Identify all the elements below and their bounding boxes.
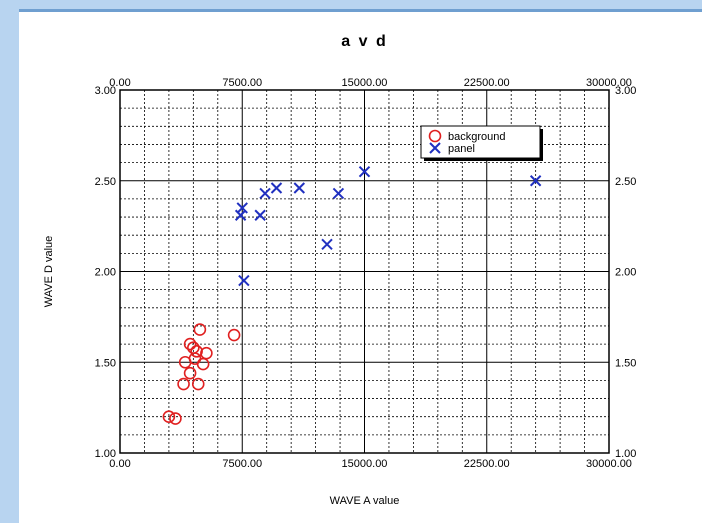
y-tick-label-right: 1.50 <box>615 357 636 369</box>
legend-box <box>420 125 541 159</box>
x-tick-label-bottom: 22500.00 <box>464 458 510 470</box>
y-tick-label-right: 3.00 <box>615 85 636 97</box>
y-tick-label-left: 3.00 <box>95 85 116 97</box>
window-frame-top <box>0 0 702 9</box>
y-tick-label-left: 2.50 <box>95 176 116 188</box>
tick-labels: 0.00 0.00 7500.00 7500.00 15000.00 15000.00 22… <box>95 77 637 470</box>
y-tick-label-left: 1.50 <box>95 357 116 369</box>
x-tick-label-bottom: 7500.00 <box>222 458 262 470</box>
panel-point <box>529 175 542 187</box>
x-tick-label-top: 0.00 <box>109 77 130 89</box>
background-point <box>162 410 176 424</box>
chart-title: a v d <box>341 33 387 50</box>
y-tick-label-right: 1.00 <box>615 448 636 460</box>
background-point <box>183 337 197 351</box>
background-point <box>177 377 190 391</box>
legend-label-panel: panel <box>448 143 475 155</box>
data-points <box>162 165 542 425</box>
x-tick-label-bottom: 15000.00 <box>342 458 388 470</box>
y-tick-label-left: 1.00 <box>95 448 116 460</box>
x-tick-label-top: 30000.00 <box>586 77 632 89</box>
panel-point <box>321 238 333 250</box>
x-tick-label-top: 15000.00 <box>342 77 388 89</box>
background-point <box>169 412 182 425</box>
background-point <box>191 377 205 391</box>
legend-marker-panel <box>429 142 441 154</box>
panel-point <box>238 274 250 287</box>
background-point <box>193 323 207 336</box>
x-tick-label-bottom: 30000.00 <box>586 458 632 470</box>
x-tick-label-top: 22500.00 <box>464 77 510 89</box>
background-point <box>183 366 197 380</box>
background-point <box>178 355 192 369</box>
panel-point <box>254 209 266 221</box>
panel-point <box>259 187 271 200</box>
x-tick-label-top: 7500.00 <box>222 77 262 89</box>
panel-point <box>234 209 247 221</box>
legend-marker-background <box>428 129 442 143</box>
window-frame-top-border <box>19 9 702 12</box>
window-frame-left <box>0 0 19 523</box>
panel-point <box>358 165 371 178</box>
y-tick-label-right: 2.00 <box>615 267 636 279</box>
panel-point <box>332 187 345 200</box>
background-point <box>196 357 210 371</box>
y-tick-label-left: 2.00 <box>95 267 116 279</box>
panel-point <box>293 182 306 194</box>
x-axis-title: WAVE A value <box>330 495 400 507</box>
y-axis-title: WAVE D value <box>43 236 55 308</box>
legend-label-background: background <box>448 131 506 143</box>
x-tick-label-bottom: 0.00 <box>109 458 130 470</box>
y-tick-label-right: 2.50 <box>615 176 636 188</box>
background-point <box>227 328 241 342</box>
background-point <box>190 345 203 358</box>
panel-point <box>270 182 283 194</box>
plot-area-border <box>119 89 610 454</box>
